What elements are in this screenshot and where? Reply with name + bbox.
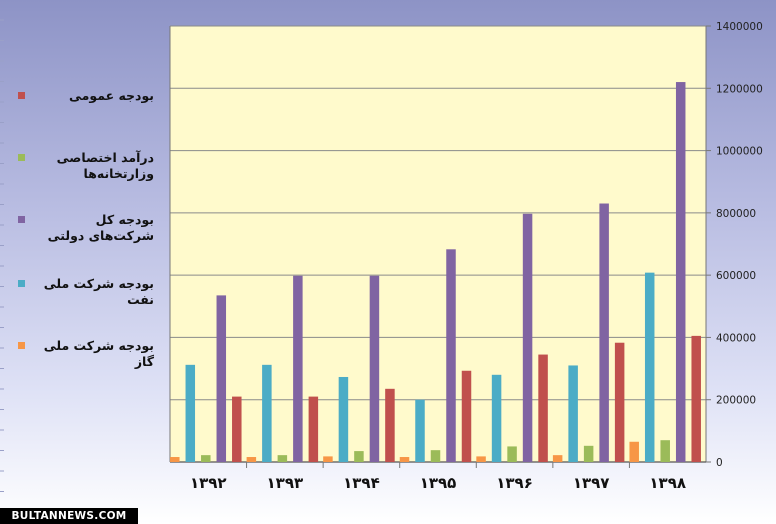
bar <box>338 376 349 462</box>
y-tick-label: 1200000 <box>716 83 763 95</box>
bar <box>599 203 609 462</box>
bar <box>246 457 257 462</box>
bar <box>216 295 227 462</box>
legend-swatch <box>18 92 25 99</box>
bar <box>430 450 441 462</box>
bar <box>323 456 333 462</box>
bar <box>614 342 625 462</box>
bar <box>385 388 395 462</box>
y-tick-label: 0 <box>716 457 723 469</box>
y-tick-label: 400000 <box>716 332 756 344</box>
bar <box>308 396 319 462</box>
legend-swatch <box>18 280 25 287</box>
bar <box>522 213 533 462</box>
legend-label: بودجه کل شرکت‌های دولتی <box>47 212 154 243</box>
legend-label: بودجه عمومی <box>68 88 154 103</box>
y-tick-label: 1400000 <box>716 21 763 33</box>
plot-area <box>170 26 706 462</box>
bar <box>552 455 563 462</box>
bar <box>461 370 472 462</box>
bar <box>583 445 594 462</box>
x-tick-label: ۱۳۹۴ <box>343 474 380 492</box>
bar <box>568 365 578 462</box>
bar <box>660 440 670 462</box>
x-tick-label: ۱۳۹۷ <box>573 474 610 492</box>
bar <box>369 275 380 462</box>
y-tick-label: 600000 <box>716 270 756 282</box>
bar <box>354 451 364 462</box>
legend-item: درآمد اختصاصی وزارتخانه‌ها <box>14 150 154 182</box>
legend-item: بودجه کل شرکت‌های دولتی <box>14 212 154 244</box>
bar <box>201 455 211 462</box>
bar <box>170 457 180 462</box>
bar <box>185 364 196 462</box>
bar <box>538 354 548 462</box>
legend-swatch <box>18 216 25 223</box>
bar <box>476 456 486 462</box>
bar <box>415 399 425 462</box>
y-tick-label: 200000 <box>716 395 756 407</box>
bar <box>691 335 701 462</box>
watermark: BULTANNEWS.COM <box>0 508 138 524</box>
x-tick-label: ۱۳۹۲ <box>190 474 227 492</box>
bar <box>491 374 502 462</box>
legend-item: بودجه شرکت ملی نفت <box>14 276 154 308</box>
x-tick-label: ۱۳۹۳ <box>267 474 304 492</box>
bar <box>644 272 655 462</box>
x-tick-label: ۱۳۹۶ <box>496 474 533 492</box>
legend-item: بودجه شرکت ملی گاز <box>14 338 154 370</box>
bar <box>446 249 456 462</box>
bar <box>277 455 288 462</box>
bar <box>293 275 303 462</box>
x-tick-label: ۱۳۹۸ <box>649 474 686 492</box>
legend-item: بودجه عمومی <box>14 88 154 104</box>
legend-label: درآمد اختصاصی وزارتخانه‌ها <box>56 150 154 181</box>
legend-label: بودجه شرکت ملی نفت <box>43 276 154 307</box>
legend-label: بودجه شرکت ملی گاز <box>43 338 154 369</box>
y-tick-label: 1000000 <box>716 146 763 158</box>
legend-swatch <box>18 154 25 161</box>
bar <box>629 441 639 462</box>
legend-swatch <box>18 342 25 349</box>
bar <box>262 364 272 462</box>
bar <box>399 457 410 462</box>
y-tick-label: 800000 <box>716 208 756 220</box>
bar <box>232 396 242 462</box>
bar <box>675 82 686 463</box>
x-tick-label: ۱۳۹۵ <box>420 474 457 492</box>
bar <box>507 446 517 462</box>
